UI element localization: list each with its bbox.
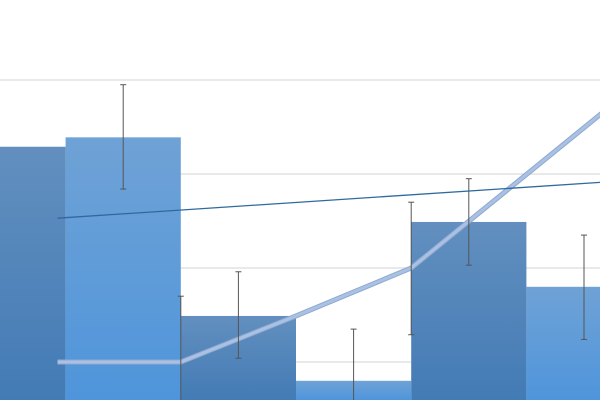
line-series: [57, 112, 600, 364]
trend-line: [57, 181, 600, 219]
bar: [526, 286, 600, 400]
bar: [0, 146, 66, 400]
